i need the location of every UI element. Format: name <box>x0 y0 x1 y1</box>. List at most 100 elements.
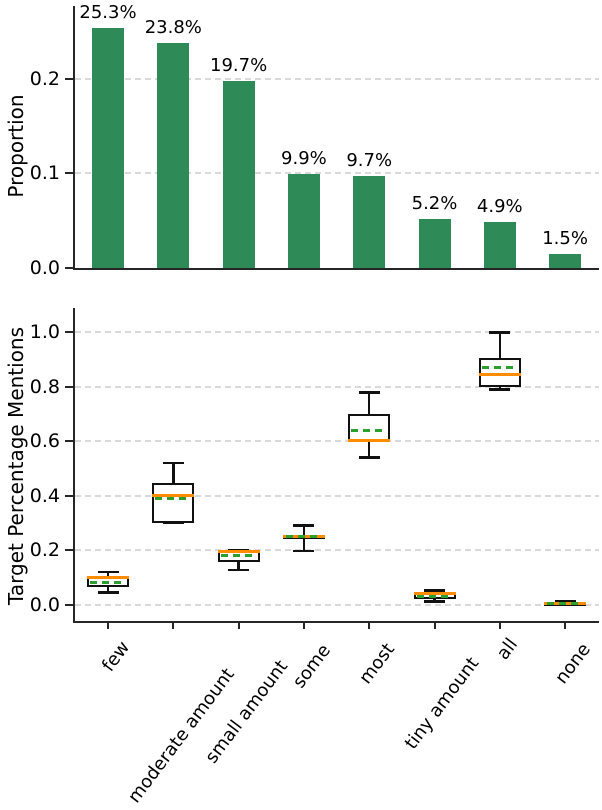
box-plot-ytick-label: 0.2 <box>29 539 60 562</box>
box-plot-gridline <box>75 331 599 334</box>
box-plot-gridline <box>75 494 599 497</box>
box-mean-line <box>155 497 192 500</box>
box-cap-lower <box>293 549 315 553</box>
category-label: few <box>97 637 134 676</box>
box-plot-xtick <box>564 621 567 629</box>
box-plot-xtick <box>498 621 501 629</box>
bar <box>549 253 582 268</box>
box-whisker-upper <box>172 463 175 483</box>
box-whisker-upper <box>302 525 306 535</box>
box-plot-xtick <box>172 621 175 629</box>
bar <box>483 221 516 268</box>
box-median-line <box>348 439 391 442</box>
box-plot-ytick-label: 0.8 <box>29 375 60 398</box>
box-cap-lower <box>424 600 445 603</box>
bar-value-label: 19.7% <box>210 55 268 77</box>
bar <box>92 28 124 268</box>
bar <box>157 42 190 268</box>
bar-chart-ytick <box>65 77 73 80</box>
box-plot-xtick <box>107 621 109 629</box>
box-cap-lower <box>358 456 380 459</box>
box-cap-lower <box>228 568 250 572</box>
box-plot-xtick <box>368 621 371 629</box>
bar-value-label: 9.7% <box>346 150 393 172</box>
box-plot-gridline <box>75 603 599 606</box>
bar <box>418 218 451 268</box>
box-cap-upper <box>162 461 184 465</box>
box-plot-ytick <box>65 385 73 388</box>
box-whisker-upper <box>367 392 371 415</box>
box-mean-line <box>90 581 126 585</box>
box-mean-line <box>285 535 322 539</box>
box-plot-ytick <box>65 494 73 497</box>
bar-value-label: 25.3% <box>79 2 137 24</box>
box-whisker-upper <box>106 571 110 577</box>
bar <box>222 81 255 268</box>
category-label: tiny amount <box>400 653 484 754</box>
bar-chart-gridline <box>75 77 599 80</box>
box-cap-lower <box>97 591 119 594</box>
box-plot-ytick-label: 0.4 <box>29 484 60 507</box>
box-whisker-lower <box>498 386 502 390</box>
box-plot-ytick <box>65 549 73 552</box>
bar-value-label: 4.9% <box>476 195 523 217</box>
box-plot-bottom-spine <box>73 621 599 623</box>
box-plot-ytick <box>65 603 73 606</box>
bar <box>287 174 320 268</box>
bar-chart-left-spine <box>73 6 75 270</box>
box-whisker-lower <box>302 538 306 552</box>
box-plot-ytick-label: 0.0 <box>29 593 60 616</box>
category-label: all <box>492 634 523 665</box>
bar-value-label: 5.2% <box>411 192 458 214</box>
bar-chart-bottom-spine <box>73 268 599 270</box>
box-mean-line <box>547 601 584 605</box>
box-plot-gridline <box>75 549 599 552</box>
box-whisker-lower <box>106 587 110 593</box>
box-median-line <box>217 549 260 553</box>
box-cap-upper <box>424 589 445 592</box>
box-mean-line <box>416 594 453 598</box>
bar-chart-gridline <box>75 172 599 175</box>
bar-chart-ytick-label: 0.0 <box>29 257 60 279</box>
box-cap-lower <box>162 521 184 525</box>
box-plot-gridline <box>75 440 599 443</box>
bar-chart-ytick <box>65 172 73 175</box>
box-whisker-upper <box>498 332 502 359</box>
box-plot-xtick <box>302 621 305 629</box>
box-median-line <box>478 372 521 376</box>
box-plot-ytick <box>65 440 73 443</box>
category-label: some <box>288 640 335 693</box>
box-whisker-lower <box>367 441 371 458</box>
bar-chart-y-axis-label: Proportion <box>4 94 28 198</box>
box-plot-gridline <box>75 385 599 388</box>
box-cap-upper <box>97 570 119 573</box>
bar-value-label: 1.5% <box>542 227 588 249</box>
box-plot-xtick <box>433 621 436 629</box>
bar-value-label: 23.8% <box>144 16 202 38</box>
box-median-line <box>413 592 456 596</box>
box-cap-upper <box>293 524 315 527</box>
bar-chart-ytick-label: 0.2 <box>29 67 60 90</box>
box-plot-y-axis-label: Target Percentage Mentions <box>4 326 28 606</box>
box-plot-ytick <box>65 331 73 334</box>
bar-chart-ytick-label: 0.1 <box>29 162 60 185</box>
box-iqr <box>152 482 195 523</box>
bar <box>353 176 386 268</box>
box-iqr <box>348 414 391 442</box>
category-label: most <box>354 639 399 689</box>
box-plot-xtick <box>237 621 240 629</box>
category-label: none <box>550 639 595 689</box>
box-cap-upper <box>489 331 511 334</box>
box-median-line <box>87 575 129 579</box>
box-plot-ytick-label: 0.6 <box>29 430 60 453</box>
box-cap-upper <box>358 391 380 394</box>
bar-chart-ytick <box>65 267 73 269</box>
box-plot-left-spine <box>73 308 75 623</box>
bar-value-label: 9.9% <box>281 148 327 170</box>
box-whisker-lower <box>237 562 240 570</box>
box-cap-lower <box>489 388 511 391</box>
box-plot-ytick-label: 1.0 <box>29 321 60 344</box>
box-mean-line <box>481 366 518 370</box>
box-mean-line <box>220 554 257 558</box>
